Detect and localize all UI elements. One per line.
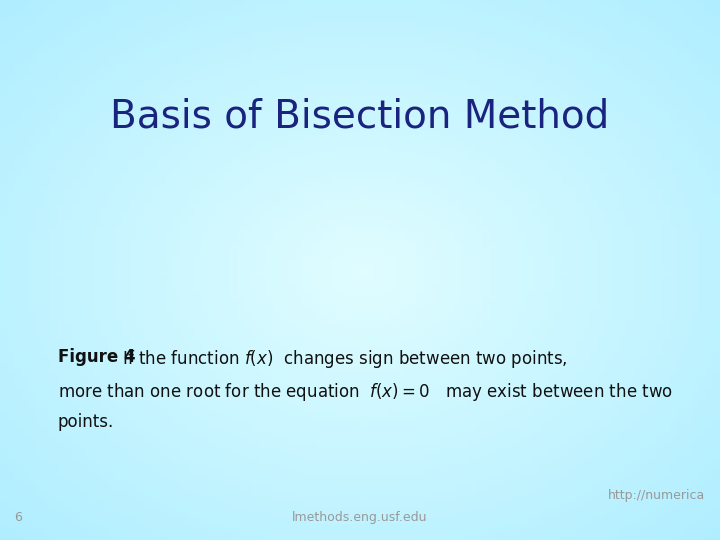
Text: Figure 4: Figure 4 (58, 348, 135, 366)
Text: more than one root for the equation  $f(x)=0$   may exist between the two: more than one root for the equation $f(x… (58, 381, 672, 403)
Text: points.: points. (58, 413, 114, 431)
Text: http://numerica: http://numerica (608, 489, 706, 502)
Text: Basis of Bisection Method: Basis of Bisection Method (110, 97, 610, 135)
Text: 6: 6 (14, 511, 22, 524)
Text: If the function $f(x)$  changes sign between two points,: If the function $f(x)$ changes sign betw… (117, 348, 567, 370)
Text: lmethods.eng.usf.edu: lmethods.eng.usf.edu (292, 511, 428, 524)
